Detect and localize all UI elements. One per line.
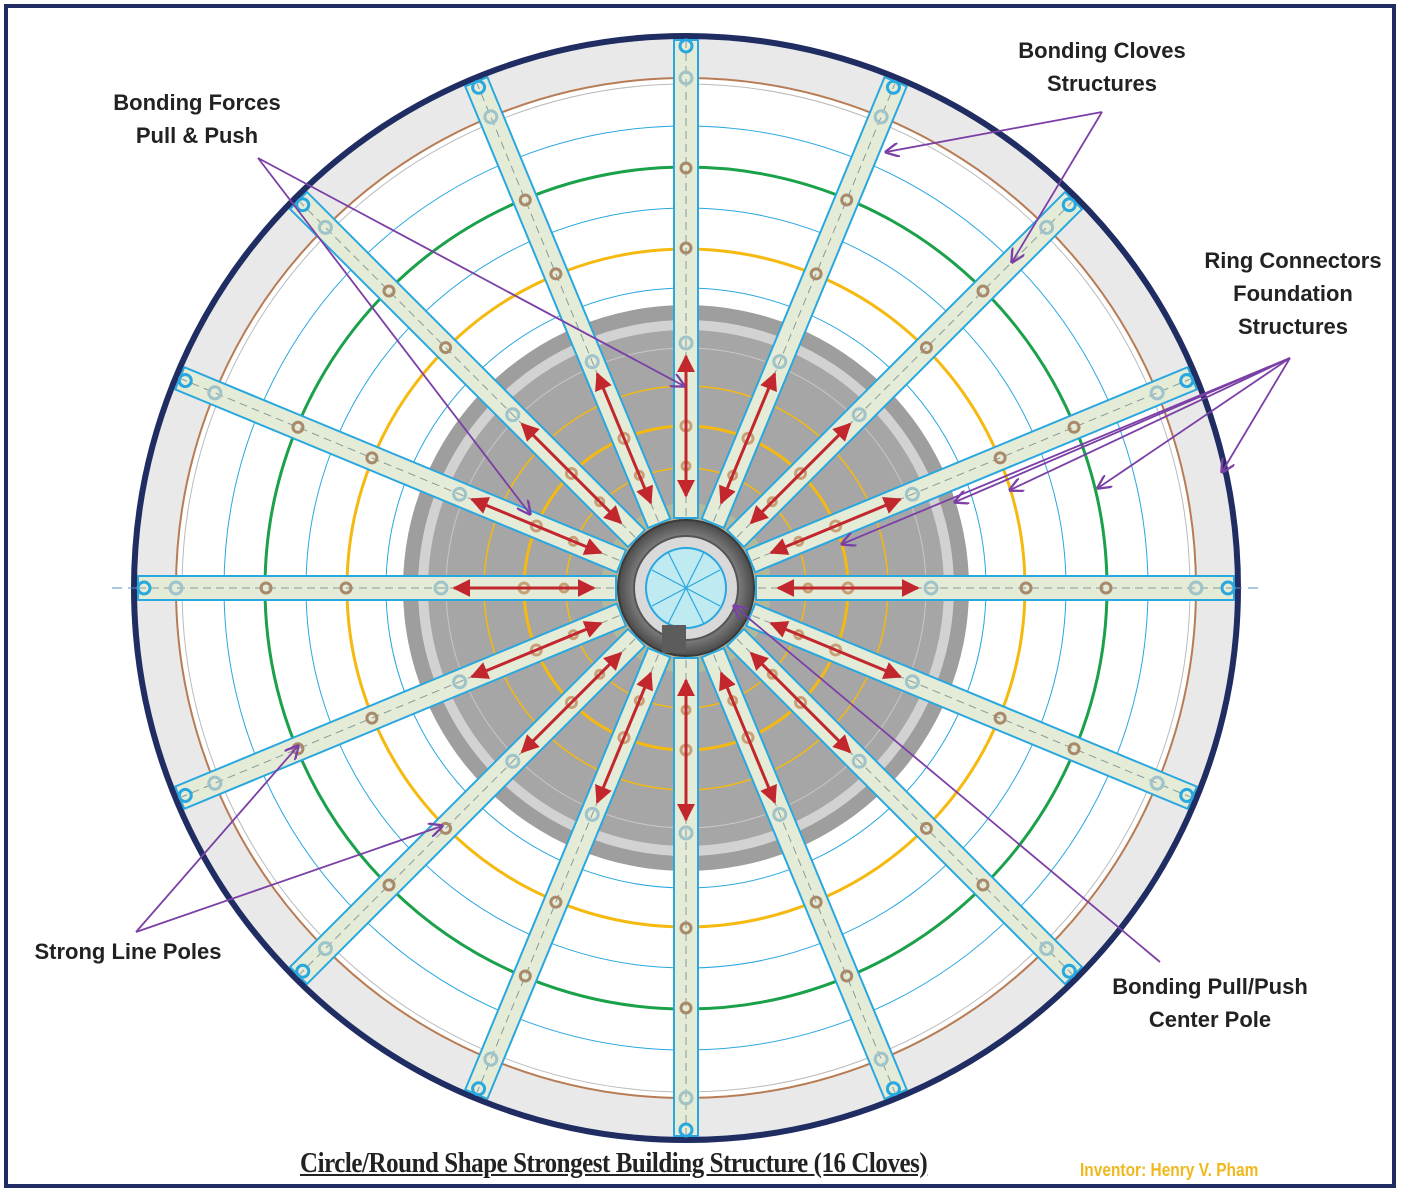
label-bonding-forces: Bonding Forces Pull & Push [92, 86, 302, 152]
center-pole-notch [662, 625, 686, 653]
label-ring-connectors: Ring Connectors Foundation Structures [1190, 244, 1396, 343]
label-center-pole-line2: Center Pole [1094, 1003, 1326, 1036]
label-center-pole: Bonding Pull/Push Center Pole [1094, 970, 1326, 1036]
label-bonding-cloves-line1: Bonding Cloves [996, 34, 1208, 67]
label-strong-line-poles-text: Strong Line Poles [20, 935, 236, 968]
label-bonding-forces-line2: Pull & Push [92, 119, 302, 152]
label-strong-line-poles: Strong Line Poles [20, 935, 236, 968]
label-ring-connectors-line1: Ring Connectors [1190, 244, 1396, 277]
pointer-ring-5 [1222, 358, 1290, 472]
inventor-credit: Inventor: Henry V. Pham [1080, 1160, 1258, 1181]
label-bonding-cloves: Bonding Cloves Structures [996, 34, 1208, 100]
label-bonding-forces-line1: Bonding Forces [92, 86, 302, 119]
label-bonding-cloves-line2: Structures [996, 67, 1208, 100]
label-ring-connectors-line2: Foundation [1190, 277, 1396, 310]
label-center-pole-line1: Bonding Pull/Push [1094, 970, 1326, 1003]
diagram-title: Circle/Round Shape Strongest Building St… [300, 1147, 927, 1180]
label-ring-connectors-line3: Structures [1190, 310, 1396, 343]
